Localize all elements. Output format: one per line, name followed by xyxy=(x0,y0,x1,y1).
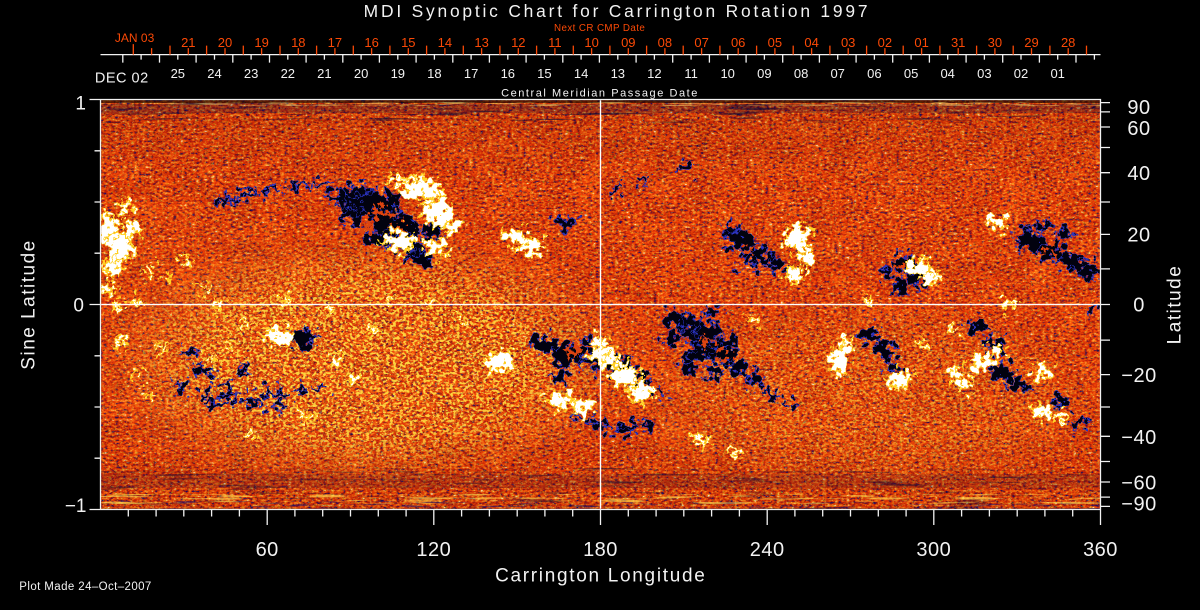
svg-text:17: 17 xyxy=(464,66,478,81)
svg-text:06: 06 xyxy=(731,35,745,50)
svg-text:19: 19 xyxy=(391,66,405,81)
svg-text:−1: −1 xyxy=(65,496,87,517)
svg-text:03: 03 xyxy=(977,66,991,81)
svg-text:18: 18 xyxy=(291,35,305,50)
svg-text:Next CR CMP Date: Next CR CMP Date xyxy=(554,23,645,34)
svg-text:10: 10 xyxy=(584,35,598,50)
svg-text:13: 13 xyxy=(474,35,488,50)
svg-text:300: 300 xyxy=(916,539,951,561)
svg-text:120: 120 xyxy=(416,539,451,561)
svg-text:−60: −60 xyxy=(1121,473,1156,495)
svg-text:Latitude: Latitude xyxy=(1165,265,1186,345)
svg-text:08: 08 xyxy=(658,35,672,50)
svg-text:Central Meridian Passage Date: Central Meridian Passage Date xyxy=(501,88,699,100)
svg-text:DEC 02: DEC 02 xyxy=(95,71,149,87)
svg-text:19: 19 xyxy=(254,35,268,50)
svg-text:21: 21 xyxy=(317,66,331,81)
svg-text:22: 22 xyxy=(281,66,295,81)
svg-text:60: 60 xyxy=(256,539,279,561)
svg-text:0: 0 xyxy=(1133,295,1145,317)
svg-text:08: 08 xyxy=(794,66,808,81)
svg-text:25: 25 xyxy=(171,66,185,81)
svg-text:JAN 03: JAN 03 xyxy=(115,31,155,45)
svg-text:10: 10 xyxy=(720,66,734,81)
svg-text:20: 20 xyxy=(1127,225,1150,247)
svg-text:02: 02 xyxy=(878,35,892,50)
svg-text:28: 28 xyxy=(1061,35,1075,50)
svg-text:Sine Latitude: Sine Latitude xyxy=(19,239,40,369)
svg-text:−20: −20 xyxy=(1121,365,1156,387)
svg-text:40: 40 xyxy=(1127,163,1150,185)
svg-text:09: 09 xyxy=(621,35,635,50)
svg-text:20: 20 xyxy=(218,35,232,50)
svg-text:360: 360 xyxy=(1083,539,1118,561)
svg-text:07: 07 xyxy=(830,66,844,81)
svg-text:60: 60 xyxy=(1127,118,1150,140)
svg-text:01: 01 xyxy=(1050,66,1064,81)
svg-text:0: 0 xyxy=(73,296,84,317)
svg-text:23: 23 xyxy=(244,66,258,81)
svg-text:03: 03 xyxy=(841,35,855,50)
svg-text:12: 12 xyxy=(511,35,525,50)
svg-text:04: 04 xyxy=(940,66,954,81)
svg-text:13: 13 xyxy=(611,66,625,81)
svg-text:Plot Made 24–Oct–2007: Plot Made 24–Oct–2007 xyxy=(19,581,151,593)
svg-text:07: 07 xyxy=(694,35,708,50)
svg-text:240: 240 xyxy=(750,539,785,561)
svg-text:−40: −40 xyxy=(1121,427,1156,449)
svg-text:20: 20 xyxy=(354,66,368,81)
svg-text:12: 12 xyxy=(647,66,661,81)
svg-text:11: 11 xyxy=(548,35,562,50)
svg-text:06: 06 xyxy=(867,66,881,81)
svg-text:16: 16 xyxy=(501,66,515,81)
svg-text:24: 24 xyxy=(207,66,221,81)
svg-text:30: 30 xyxy=(988,35,1002,50)
svg-text:15: 15 xyxy=(401,35,415,50)
svg-text:1: 1 xyxy=(75,94,86,115)
svg-text:05: 05 xyxy=(768,35,782,50)
svg-text:−90: −90 xyxy=(1121,494,1156,516)
svg-text:15: 15 xyxy=(537,66,551,81)
svg-text:MDI Synoptic Chart for Carring: MDI Synoptic Chart for Carrington Rotati… xyxy=(364,1,871,21)
svg-text:18: 18 xyxy=(427,66,441,81)
svg-text:14: 14 xyxy=(438,35,452,50)
svg-text:180: 180 xyxy=(583,539,618,561)
svg-text:90: 90 xyxy=(1127,97,1150,119)
svg-text:05: 05 xyxy=(904,66,918,81)
svg-text:17: 17 xyxy=(328,35,342,50)
svg-text:02: 02 xyxy=(1014,66,1028,81)
svg-text:21: 21 xyxy=(181,35,195,50)
svg-text:01: 01 xyxy=(914,35,928,50)
svg-text:09: 09 xyxy=(757,66,771,81)
svg-text:31: 31 xyxy=(951,35,965,50)
svg-text:16: 16 xyxy=(364,35,378,50)
svg-text:11: 11 xyxy=(684,66,698,81)
svg-text:29: 29 xyxy=(1024,35,1038,50)
svg-text:14: 14 xyxy=(574,66,588,81)
svg-text:04: 04 xyxy=(804,35,818,50)
svg-text:Carrington Longitude: Carrington Longitude xyxy=(495,566,706,587)
